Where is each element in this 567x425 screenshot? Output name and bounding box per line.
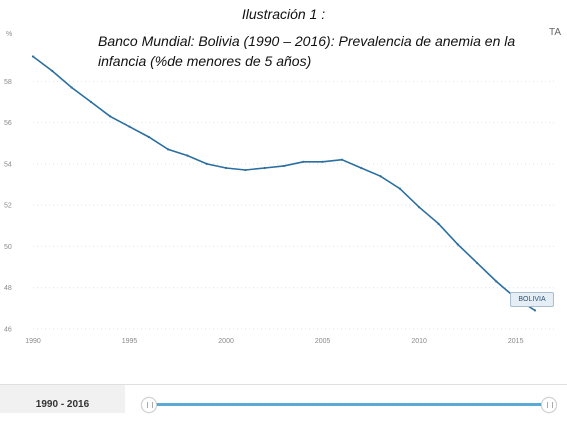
data-point-1991[interactable] [51,70,53,72]
grid [33,81,556,329]
data-point-2006[interactable] [341,159,343,161]
year-range-label: 1990 - 2016 [0,385,125,413]
data-point-2007[interactable] [360,167,362,169]
y-tick-label: 54 [4,161,12,168]
data-point-1996[interactable] [148,136,150,138]
data-point-2001[interactable] [244,169,246,171]
data-point-2010[interactable] [418,206,420,208]
data-point-2005[interactable] [322,161,324,163]
y-tick-label: 50 [4,244,12,251]
range-start-handle[interactable] [141,397,157,413]
range-track[interactable] [150,403,548,406]
data-point-2009[interactable] [399,188,401,190]
x-tick-label: 2005 [315,338,331,345]
series-bolivia[interactable] [32,55,536,311]
x-tick-label: 2000 [218,338,234,345]
x-tick-label: 1990 [25,338,41,345]
data-point-1995[interactable] [128,126,130,128]
y-axis-unit: % [6,31,12,38]
data-point-1997[interactable] [167,148,169,150]
range-end-handle[interactable] [541,397,557,413]
y-tick-label: 52 [4,203,12,210]
data-point-1994[interactable] [109,115,111,117]
y-tick-label: 58 [4,79,12,86]
data-point-1990[interactable] [32,55,34,57]
data-point-2012[interactable] [457,243,459,245]
data-point-1998[interactable] [186,155,188,157]
series-line[interactable] [33,57,535,311]
y-axis: 46 48 50 52 54 56 58 [4,79,12,334]
year-range-slider: 1990 - 2016 [0,384,567,413]
data-point-2013[interactable] [476,262,478,264]
y-tick-label: 48 [4,285,12,292]
data-point-2000[interactable] [225,167,227,169]
data-point-2002[interactable] [264,167,266,169]
data-point-2011[interactable] [437,223,439,225]
y-tick-label: 56 [4,120,12,127]
x-tick-label: 1995 [122,338,138,345]
data-point-2016[interactable] [534,309,536,311]
data-point-1992[interactable] [71,86,73,88]
x-tick-label: 2015 [508,338,524,345]
data-point-1993[interactable] [90,101,92,103]
series-label-bolivia[interactable]: BOLIVIA [510,292,554,307]
data-point-2004[interactable] [302,161,304,163]
data-point-1999[interactable] [206,163,208,165]
data-point-2014[interactable] [495,280,497,282]
data-point-2003[interactable] [283,165,285,167]
x-tick-label: 2010 [411,338,427,345]
data-point-2008[interactable] [379,175,381,177]
y-tick-label: 46 [4,327,12,334]
x-axis: 1990 1995 2000 2005 2010 2015 [25,338,523,345]
